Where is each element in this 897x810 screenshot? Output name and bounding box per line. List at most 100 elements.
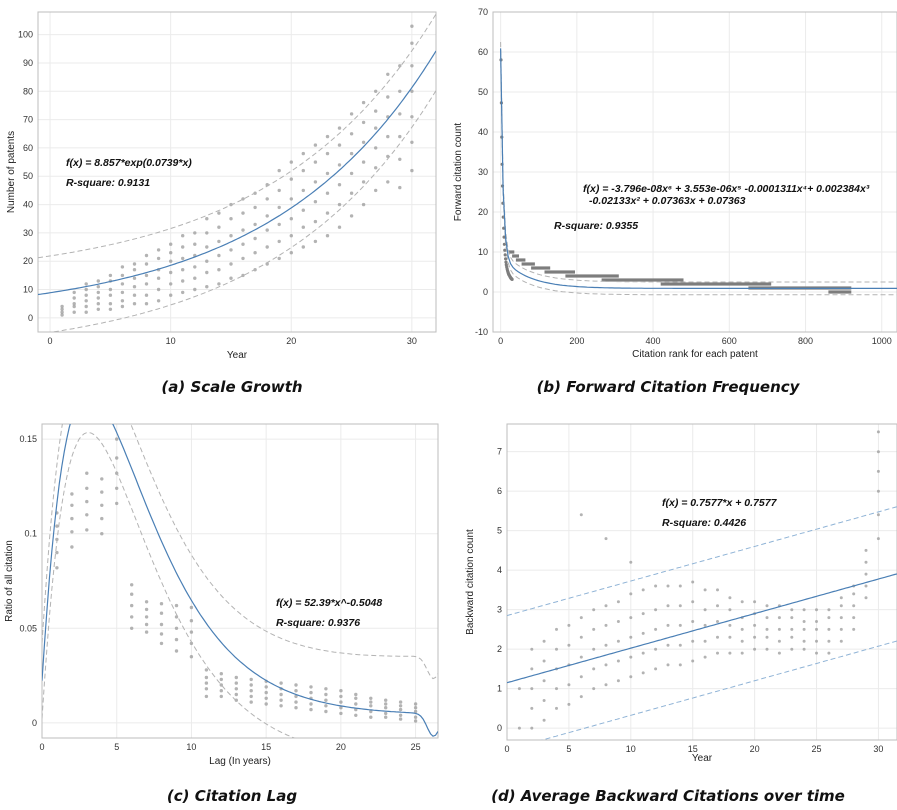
chart-a-data-point bbox=[398, 134, 402, 139]
chart-d-data-point bbox=[864, 584, 868, 588]
chart-a-data-point bbox=[325, 171, 330, 176]
chart-c-data-point bbox=[144, 607, 149, 612]
chart-a-data-point bbox=[277, 205, 281, 210]
chart-c-data-point bbox=[144, 600, 149, 604]
chart-a-data-point bbox=[374, 89, 378, 94]
chart-a-data-point bbox=[229, 234, 233, 238]
chart-a-data-point bbox=[398, 64, 402, 68]
chart-a-x-tick-label: 0 bbox=[48, 336, 53, 346]
chart-a-data-point bbox=[325, 211, 330, 215]
chart-a-data-point bbox=[313, 239, 318, 244]
chart-a-data-point bbox=[301, 168, 305, 173]
chart-d-data-point bbox=[629, 635, 633, 639]
chart-a-data-point bbox=[410, 168, 414, 173]
chart-c-data-point bbox=[294, 689, 298, 693]
chart-c-data-point bbox=[159, 641, 164, 646]
chart-c-data-point bbox=[144, 622, 149, 627]
chart-d-data-point bbox=[753, 647, 757, 651]
chart-a-data-point bbox=[108, 287, 113, 292]
chart-c-data-point bbox=[70, 545, 74, 549]
chart-a-data-point bbox=[361, 180, 366, 184]
chart-c-data-point bbox=[294, 683, 298, 687]
chart-a-data-point bbox=[349, 191, 354, 195]
chart-a-rsquare: R-square: 0.9131 bbox=[66, 177, 150, 189]
chart-c-data-point bbox=[130, 615, 134, 619]
chart-a-data-point bbox=[241, 197, 245, 201]
chart-c-data-point bbox=[309, 707, 313, 712]
chart-b-data-band bbox=[515, 258, 526, 262]
chart-a-y-axis-label: Number of patents bbox=[6, 131, 17, 213]
chart-a-data-point bbox=[205, 270, 209, 275]
chart-b-data-point bbox=[503, 248, 507, 252]
chart-a-data-point bbox=[325, 134, 330, 139]
chart-b-data-point bbox=[510, 277, 514, 281]
chart-c-data-point bbox=[294, 694, 298, 699]
chart-b-data-band bbox=[509, 250, 515, 254]
chart-d-data-point bbox=[678, 663, 682, 667]
chart-c-data-point bbox=[189, 655, 194, 659]
chart-d-data-point bbox=[827, 616, 831, 620]
chart-a-data-point bbox=[349, 132, 354, 136]
chart-d-data-point bbox=[753, 600, 757, 604]
chart-c-data-point bbox=[70, 503, 74, 507]
chart-a-data-point bbox=[120, 299, 125, 303]
chart-a-data-point bbox=[337, 143, 342, 147]
chart-a-data-point bbox=[181, 279, 185, 283]
chart-a-data-point bbox=[301, 245, 305, 249]
chart-d-data-point bbox=[616, 620, 620, 623]
chart-d-data-point bbox=[716, 620, 719, 623]
chart-d-data-point bbox=[777, 627, 781, 631]
chart-a-data-point bbox=[156, 299, 161, 303]
chart-c-data-point bbox=[294, 700, 298, 704]
chart-c-data-point bbox=[354, 692, 358, 697]
chart-a-data-point bbox=[229, 217, 233, 221]
chart-d-x-tick-label: 20 bbox=[750, 744, 760, 754]
chart-d-data-point bbox=[629, 655, 633, 659]
chart-d-data-point bbox=[827, 627, 831, 631]
chart-d-data-point bbox=[654, 627, 658, 631]
chart-a-data-point bbox=[265, 245, 269, 249]
chart-a-plot-area bbox=[38, 13, 436, 332]
chart-c-data-point bbox=[249, 683, 253, 687]
chart-a-data-point bbox=[349, 112, 354, 116]
chart-a-data-point bbox=[301, 151, 305, 156]
chart-a-data-point bbox=[156, 287, 161, 292]
chart-d-data-point bbox=[616, 600, 620, 604]
chart-d-x-tick-label: 30 bbox=[873, 744, 883, 754]
chart-b-plot-frame bbox=[492, 11, 897, 333]
chart-d-data-point bbox=[678, 643, 682, 647]
chart-c-data-point bbox=[413, 702, 418, 706]
chart-d-equation: f(x) = 0.7577*x + 0.7577 bbox=[662, 497, 778, 509]
chart-c-data-point bbox=[249, 700, 253, 704]
chart-d-data-point bbox=[629, 560, 633, 564]
chart-c-x-tick-label: 15 bbox=[261, 742, 271, 752]
chart-d-data-point bbox=[802, 608, 806, 612]
chart-a-data-point bbox=[313, 160, 318, 164]
chart-a-data-point bbox=[181, 256, 185, 261]
chart-a-data-point bbox=[313, 180, 318, 184]
chart-c-lower-bound bbox=[42, 431, 296, 738]
chart-d-y-tick-label: 2 bbox=[497, 644, 502, 654]
chart-a-data-point bbox=[144, 282, 149, 286]
chart-d-data-point bbox=[827, 651, 831, 655]
chart-d-data-point bbox=[592, 627, 596, 631]
chart-d-data-point bbox=[579, 655, 583, 659]
chart-c-data-point bbox=[294, 706, 298, 710]
chart-a-y-tick-label: 20 bbox=[23, 256, 33, 266]
chart-a-data-point bbox=[361, 160, 366, 164]
chart-a-data-point bbox=[374, 109, 378, 113]
chart-d-data-point bbox=[740, 651, 744, 655]
chart-a-data-point bbox=[217, 211, 221, 215]
chart-c-data-point bbox=[144, 630, 149, 634]
chart-d-x-tick-label: 5 bbox=[566, 744, 571, 754]
chart-d-data-point bbox=[815, 651, 818, 655]
chart-a-data-point bbox=[241, 228, 245, 232]
chart-c-data-point bbox=[115, 456, 119, 460]
chart-b-data-band bbox=[601, 278, 684, 282]
chart-d-data-point bbox=[678, 584, 682, 588]
chart-b-data-band bbox=[512, 254, 519, 258]
chart-a-data-point bbox=[156, 276, 161, 280]
chart-d-data-point bbox=[815, 620, 818, 623]
chart-c-data-point bbox=[189, 630, 194, 634]
chart-d-data-point bbox=[678, 623, 682, 627]
